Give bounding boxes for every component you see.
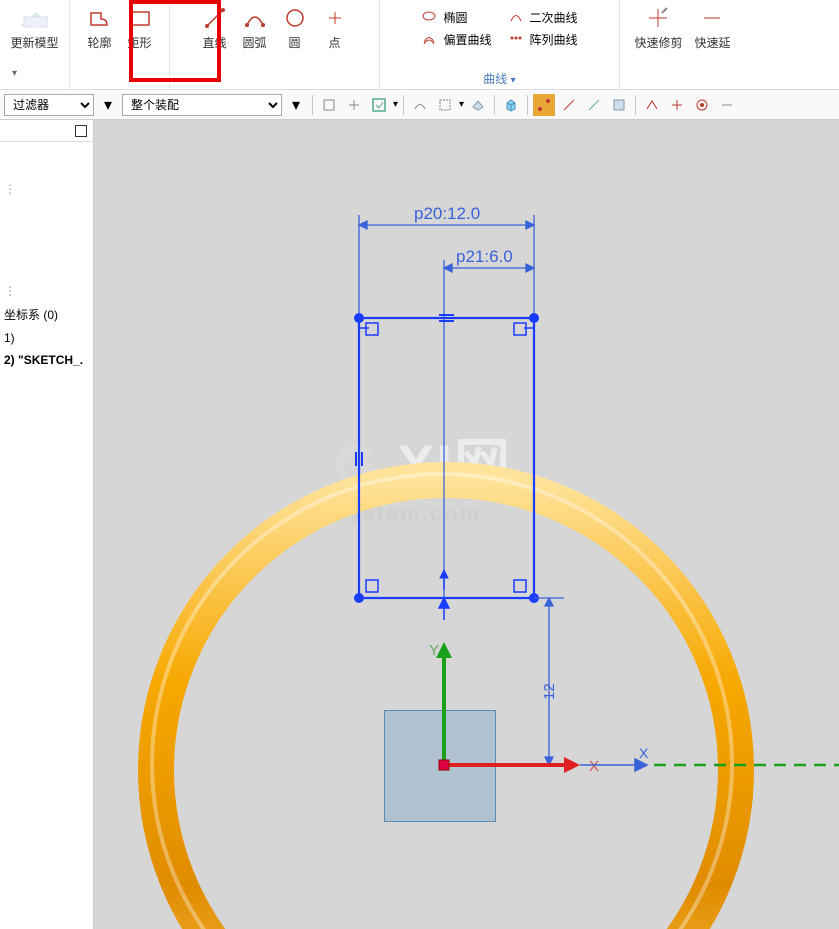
rectangle-icon (126, 4, 154, 32)
sidebar-item-coord[interactable]: 坐标系 (0) (0, 302, 93, 327)
sidebar-item[interactable]: ⋮ (0, 280, 93, 302)
update-model-button[interactable]: 更新模型 (4, 0, 64, 60)
content-area: ⋮ ⋮ 坐标系 (0) 1) 2) "SKETCH_. G XI网 system… (0, 120, 839, 929)
tool-btn-1[interactable] (318, 94, 340, 116)
quick-extend-button[interactable]: 快速延 (689, 0, 737, 60)
circle-label: 圆 (288, 34, 300, 51)
tool-btn-c6[interactable] (666, 94, 688, 116)
rectangle-label: 矩形 (127, 34, 151, 51)
offset-curve-button[interactable]: 偏置曲线 (413, 28, 499, 50)
sidebar-item-sketch[interactable]: 2) "SKETCH_. (0, 349, 93, 371)
tool-btn-c2[interactable] (558, 94, 580, 116)
circle-icon (281, 4, 309, 32)
circle-button[interactable]: 圆 (275, 0, 315, 60)
update-icon (20, 4, 48, 32)
arc-label: 圆弧 (242, 34, 266, 51)
tool-btn-4[interactable] (409, 94, 431, 116)
assembly-combo[interactable]: 整个装配 (122, 94, 282, 116)
line-icon (201, 4, 229, 32)
tool-btn-6[interactable] (467, 94, 489, 116)
ellipse-icon (421, 8, 437, 27)
ellipse-label: 椭圆 (443, 9, 467, 26)
conic-icon (508, 8, 524, 27)
arc-icon (241, 4, 269, 32)
curve-group-label[interactable]: 曲线 (483, 72, 507, 86)
profile-icon (86, 4, 114, 32)
offset-icon (421, 30, 437, 49)
pattern-icon (508, 30, 524, 49)
sidebar-item[interactable]: ⋮ (0, 178, 93, 200)
arc-button[interactable]: 圆弧 (235, 0, 275, 60)
line-label: 直线 (202, 34, 226, 51)
filter-combo[interactable]: 过滤器 (4, 94, 94, 116)
line-button[interactable]: 直线 (195, 0, 235, 60)
sidebar-header-icon[interactable] (75, 125, 87, 137)
model-canvas[interactable]: G XI网 system.com (94, 120, 839, 929)
sidebar-item-1[interactable]: 1) (0, 327, 93, 349)
tool-btn-c1[interactable] (533, 94, 555, 116)
point-icon (321, 4, 349, 32)
tool-btn-cube[interactable] (500, 94, 522, 116)
filter-dropdown-button[interactable]: ▾ (97, 94, 119, 116)
origin-plane (384, 710, 496, 822)
tool-btn-c3[interactable] (583, 94, 605, 116)
toolbar: 过滤器 ▾ 整个装配 ▾ ▾ ▾ (0, 90, 839, 120)
conic-label: 二次曲线 (530, 9, 578, 26)
conic-button[interactable]: 二次曲线 (500, 6, 586, 28)
quick-trim-button[interactable]: 快速修剪 (628, 0, 688, 60)
ellipse-button[interactable]: 椭圆 (413, 6, 499, 28)
tool-btn-c7[interactable] (691, 94, 713, 116)
tool-btn-c5[interactable] (641, 94, 663, 116)
pattern-curve-button[interactable]: 阵列曲线 (500, 28, 586, 50)
tool-btn-2[interactable] (343, 94, 365, 116)
tool-btn-5[interactable] (434, 94, 456, 116)
profile-label: 轮廓 (87, 34, 111, 51)
tool-btn-c8[interactable] (716, 94, 738, 116)
trim-icon (644, 4, 672, 32)
tool-btn-3[interactable] (368, 94, 390, 116)
dim-p20: p20:12.0 (414, 204, 480, 223)
ribbon: 更新模型 ▾ 轮廓 矩形 直线 圆弧 (0, 0, 839, 90)
sidebar-header (0, 120, 93, 142)
point-button[interactable]: 点 (315, 0, 355, 60)
trim-label: 快速修剪 (634, 34, 682, 51)
ring-3d (126, 450, 766, 929)
point-label: 点 (328, 34, 340, 51)
rectangle-button[interactable]: 矩形 (120, 0, 160, 60)
assembly-dropdown-button[interactable]: ▾ (285, 94, 307, 116)
update-model-label: 更新模型 (10, 34, 58, 51)
tool-btn-c4[interactable] (608, 94, 630, 116)
sidebar: ⋮ ⋮ 坐标系 (0) 1) 2) "SKETCH_. (0, 120, 94, 929)
dim-p21: p21:6.0 (456, 247, 513, 266)
extend-label: 快速延 (695, 34, 731, 51)
offset-label: 偏置曲线 (443, 31, 491, 48)
profile-button[interactable]: 轮廓 (80, 0, 120, 60)
pattern-label: 阵列曲线 (530, 31, 578, 48)
extend-icon (699, 4, 727, 32)
